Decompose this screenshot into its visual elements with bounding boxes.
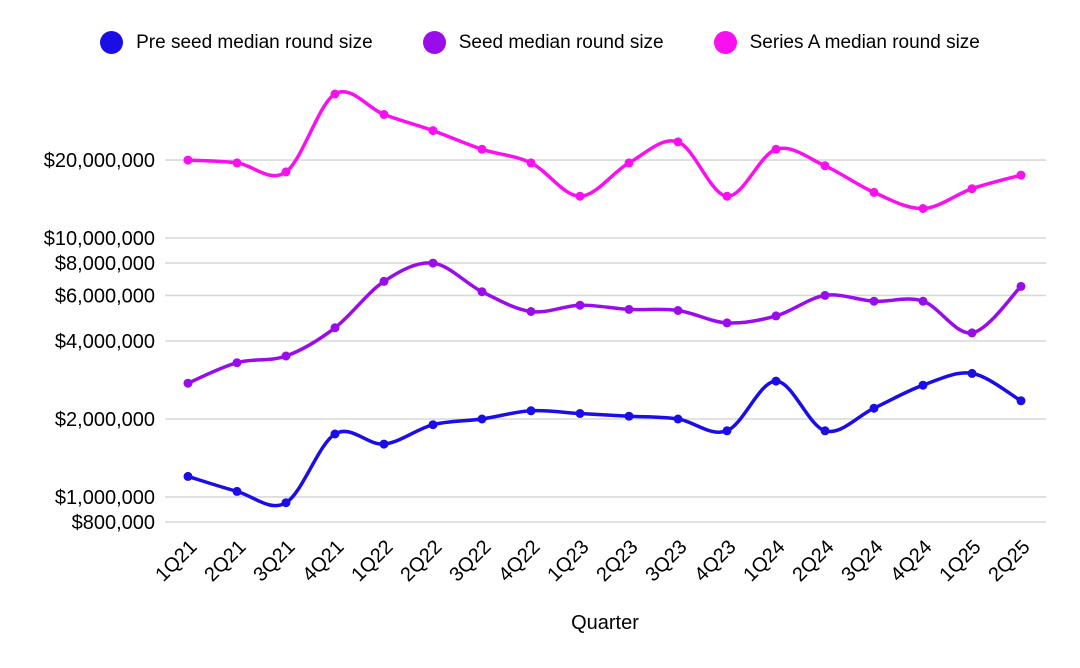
data-point [281,167,291,177]
data-point [477,287,487,297]
data-point [820,426,830,436]
x-axis-title: Quarter [571,612,639,634]
legend-dot-icon [100,31,124,54]
data-point [624,304,634,314]
data-point [967,184,977,194]
y-tick-label: $800,000 [72,512,155,534]
data-point [232,486,242,496]
data-point [673,414,683,424]
data-point [232,158,242,168]
data-point [281,498,291,508]
data-point [967,328,977,338]
y-tick-label: $1,000,000 [55,487,155,509]
data-point [820,161,830,171]
y-tick-label: $2,000,000 [55,409,155,431]
data-point [428,258,438,268]
data-point [624,411,634,421]
data-point [820,290,830,300]
legend-label: Pre seed median round size [136,31,373,53]
x-tick-label: 2Q25 [984,536,1034,586]
legend-item: Pre seed median round size [100,31,373,54]
chart-legend: Pre seed median round size Seed median ro… [0,31,1080,54]
legend-item: Series A median round size [713,31,980,54]
data-point [477,144,487,154]
x-tick-label: 4Q24 [886,536,936,586]
y-tick-label: $4,000,000 [55,331,155,353]
data-point [183,378,193,388]
data-point [330,323,340,333]
data-point [526,406,536,416]
legend-dot-icon [422,31,446,54]
data-point [771,144,781,154]
data-point [918,204,928,213]
data-point [330,429,340,439]
data-point [722,191,732,201]
data-point [771,376,781,386]
series-line [186,261,1023,385]
x-tick-label: 2Q24 [788,536,838,586]
data-point [183,471,193,481]
series-pre-seed-median-round-size [183,368,1026,508]
y-tick-label: $20,000,000 [44,150,155,172]
data-point [330,89,340,99]
data-point [967,368,977,378]
data-point [379,110,389,119]
legend-label: Series A median round size [749,31,980,53]
data-point [1016,396,1026,406]
data-point [428,126,438,136]
data-point [281,351,291,361]
x-tick-label: 2Q22 [396,536,446,586]
data-point [673,306,683,315]
series-series-a-median-round-size [183,89,1026,213]
x-tick-label: 2Q23 [592,536,642,586]
data-point [575,409,585,418]
data-point [1016,281,1026,291]
legend-dot-icon [713,31,737,54]
legend-label: Seed median round size [458,31,664,53]
y-tick-label: $6,000,000 [55,285,155,307]
data-point [673,137,683,147]
data-point [575,300,585,310]
data-point [477,414,487,424]
data-point [1016,170,1026,180]
data-point [232,358,242,368]
data-point [428,420,438,430]
x-tick-label: 4Q23 [690,536,740,586]
data-point [918,296,928,306]
data-point [379,439,389,449]
data-point [722,426,732,436]
y-tick-label: $8,000,000 [55,253,155,275]
series-seed-median-round-size [183,258,1026,388]
data-point [722,318,732,328]
data-point [183,155,193,165]
data-point [771,311,781,321]
data-point [869,187,879,197]
x-tick-label: 3Q23 [641,536,691,586]
x-tick-label: 2Q21 [200,536,250,586]
x-tick-label: 1Q24 [739,536,789,586]
x-tick-label: 3Q24 [837,536,887,586]
data-point [379,276,389,286]
series-line [186,90,1023,211]
data-point [624,158,634,168]
x-tick-label: 3Q22 [445,536,495,586]
x-tick-label: 1Q21 [151,536,201,586]
data-point [918,380,928,390]
legend-item: Seed median round size [422,31,664,54]
x-tick-label: 4Q21 [298,536,348,586]
data-point [575,191,585,201]
x-tick-label: 1Q25 [935,536,985,586]
data-point [526,307,536,316]
x-tick-label: 1Q23 [543,536,593,586]
series-line [186,371,1023,508]
x-tick-label: 3Q21 [249,536,299,586]
data-point [869,403,879,413]
data-point [526,158,536,168]
y-tick-label: $10,000,000 [44,228,155,250]
data-point [869,296,879,306]
x-tick-label: 1Q22 [347,536,397,586]
x-tick-label: 4Q22 [494,536,544,586]
